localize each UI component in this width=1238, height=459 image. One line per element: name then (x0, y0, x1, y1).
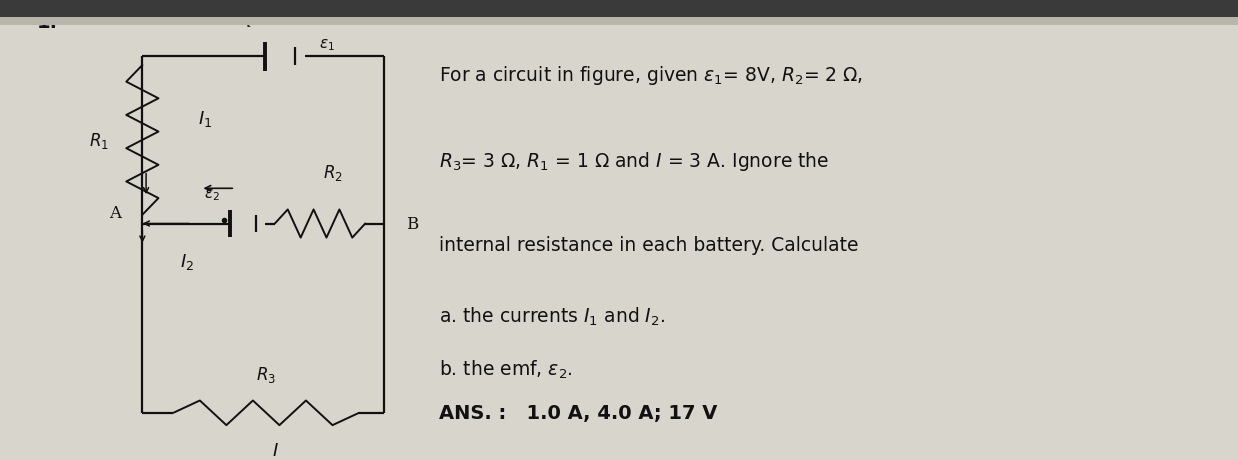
Text: $R_1$: $R_1$ (89, 131, 109, 151)
Text: $I$: $I$ (272, 442, 279, 459)
Text: For a circuit in figure, given $\varepsilon_1$= 8V, $R_2$= 2 $\Omega$,: For a circuit in figure, given $\varepsi… (439, 64, 864, 87)
Text: ↙: ↙ (246, 19, 254, 29)
Text: $\varepsilon_2$: $\varepsilon_2$ (204, 187, 220, 203)
Text: $R_3$: $R_3$ (256, 364, 276, 384)
Text: $R_2$: $R_2$ (323, 162, 342, 182)
Text: B: B (406, 216, 418, 233)
Text: $I_2$: $I_2$ (180, 252, 193, 271)
Text: A: A (109, 205, 121, 222)
Text: $\varepsilon_1$: $\varepsilon_1$ (319, 37, 335, 53)
Bar (0, 0, 1238, 20)
Text: b. the emf, $\varepsilon_2$.: b. the emf, $\varepsilon_2$. (439, 358, 573, 380)
Text: 1.: 1. (37, 12, 58, 32)
Text: $R_3$= 3 $\Omega$, $R_1$ = 1 $\Omega$ and $I$ = 3 A. Ignore the: $R_3$= 3 $\Omega$, $R_1$ = 1 $\Omega$ an… (439, 149, 829, 172)
Text: ANS. :   1.0 A, 4.0 A; 17 V: ANS. : 1.0 A, 4.0 A; 17 V (439, 403, 718, 422)
Text: a. the currents $I_1$ and $I_2$.: a. the currents $I_1$ and $I_2$. (439, 305, 666, 328)
Text: $I_1$: $I_1$ (198, 109, 212, 129)
Text: internal resistance in each battery. Calculate: internal resistance in each battery. Cal… (439, 235, 859, 254)
Bar (0, 18, 1238, 26)
